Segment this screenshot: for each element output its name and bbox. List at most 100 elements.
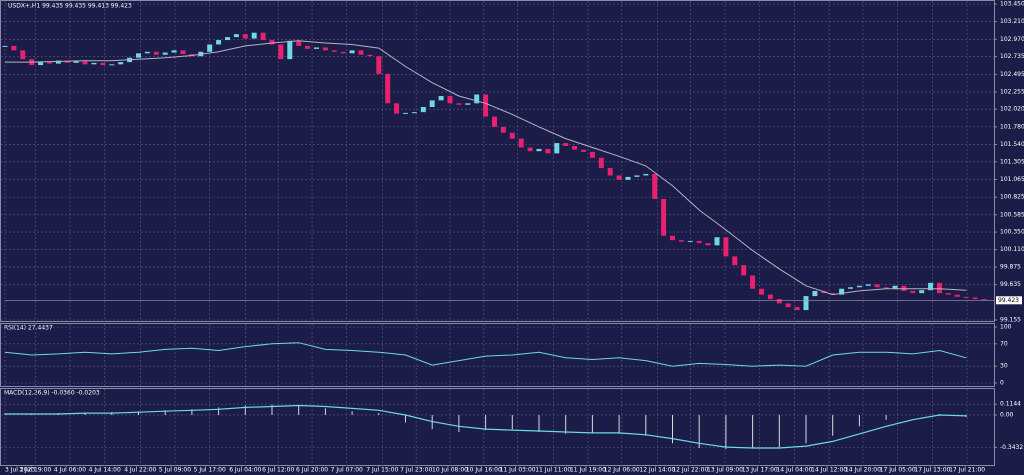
candle	[741, 265, 747, 276]
candle	[242, 34, 248, 39]
y-tick-label: 100.110	[1000, 246, 1024, 253]
candle	[678, 240, 684, 242]
candle	[109, 64, 115, 66]
candle	[892, 285, 898, 289]
candle	[394, 103, 400, 114]
x-tick-label: 17 Jul 21:00	[949, 467, 985, 474]
y-tick-label: -0.3432	[1000, 444, 1023, 451]
x-tick-label: 4 Jul 14:00	[89, 467, 121, 474]
candle	[269, 40, 275, 45]
x-tick-label: 11 Jul 19:00	[570, 467, 606, 474]
candle	[287, 40, 293, 60]
x-tick-label: 12 Jul 22:00	[672, 467, 708, 474]
candle	[296, 40, 302, 46]
candle	[670, 235, 675, 241]
candle	[643, 173, 649, 176]
candle	[830, 293, 836, 295]
candle	[376, 56, 382, 74]
rsi-title: RSI(14) 27.4437	[4, 325, 53, 332]
y-tick-label: 101.540	[1000, 141, 1024, 148]
candle	[687, 240, 693, 242]
x-tick-label: 7 Jul 15:00	[366, 467, 398, 474]
x-tick-label: 13 Jul 17:00	[742, 467, 778, 474]
last-price-label: 99.423	[998, 297, 1019, 304]
candle	[812, 290, 818, 297]
candle	[661, 198, 667, 236]
y-tick-label: 100.825	[1000, 194, 1024, 201]
rsi-line	[4, 342, 967, 367]
x-tick-label: 17 Jul 05:00	[880, 467, 916, 474]
y-tick-label: 102.735	[1000, 53, 1024, 60]
candle	[100, 62, 106, 66]
candle	[483, 94, 489, 117]
candle	[509, 132, 515, 139]
candle	[981, 299, 987, 301]
y-tick-label: 100.585	[1000, 211, 1024, 218]
candle	[750, 275, 756, 289]
candle	[581, 149, 586, 152]
candle	[456, 103, 462, 105]
candle	[136, 53, 141, 58]
x-tick-label: 4 Jul 06:00	[54, 467, 86, 474]
candle	[305, 45, 311, 49]
x-tick-label: 11 Jul 11:00	[535, 467, 571, 474]
x-tick-label: 12 Jul 06:00	[604, 467, 640, 474]
rsi-pane-frame	[0, 323, 995, 387]
candle	[527, 147, 533, 152]
candle	[803, 296, 809, 311]
candle	[554, 143, 560, 154]
candle	[536, 148, 542, 152]
candle	[607, 168, 613, 176]
candle	[385, 73, 391, 104]
candle	[11, 45, 17, 51]
candle	[144, 51, 150, 54]
candle	[474, 94, 480, 104]
candle	[251, 32, 257, 39]
candle	[349, 50, 355, 54]
candle	[331, 50, 337, 52]
candle	[216, 40, 222, 45]
candle	[776, 299, 782, 304]
y-tick-label: 103.210	[1000, 18, 1024, 25]
candle	[723, 237, 729, 257]
candle	[367, 54, 373, 57]
candle	[420, 107, 426, 113]
x-tick-label: 7 Jul 07:00	[331, 467, 363, 474]
candle	[2, 45, 8, 47]
candle	[759, 288, 764, 295]
y-tick-label: 0.00	[1000, 411, 1014, 418]
candle	[732, 256, 738, 266]
candle	[225, 37, 230, 41]
y-tick-label: 30	[1000, 363, 1008, 370]
candle	[856, 285, 862, 288]
x-tick-label: 6 Jul 04:00	[229, 467, 261, 474]
y-tick-label: 0	[1000, 380, 1004, 387]
candle	[785, 303, 791, 308]
candle	[171, 50, 177, 53]
x-tick-label: 14 Jul 20:00	[845, 467, 881, 474]
candle	[545, 148, 551, 154]
candle	[874, 284, 880, 288]
x-tick-label: 5 Jul 17:00	[194, 467, 226, 474]
candle	[64, 60, 70, 63]
candle	[767, 294, 773, 300]
x-tick-label: 3 Jul 2023	[5, 467, 35, 474]
candle	[55, 60, 61, 64]
candle	[429, 100, 435, 108]
candle	[652, 173, 658, 199]
candle	[73, 61, 79, 63]
candle	[322, 47, 328, 51]
candle	[963, 296, 969, 298]
candle	[518, 138, 524, 148]
candle	[714, 237, 720, 246]
candle	[910, 290, 916, 294]
candle	[118, 62, 124, 65]
y-tick-label: 99.155	[1000, 317, 1021, 324]
x-tick-label: 4 Jul 22:00	[124, 467, 156, 474]
candle	[616, 175, 622, 180]
candle	[865, 284, 871, 286]
candle	[945, 293, 951, 295]
candle	[972, 297, 978, 300]
